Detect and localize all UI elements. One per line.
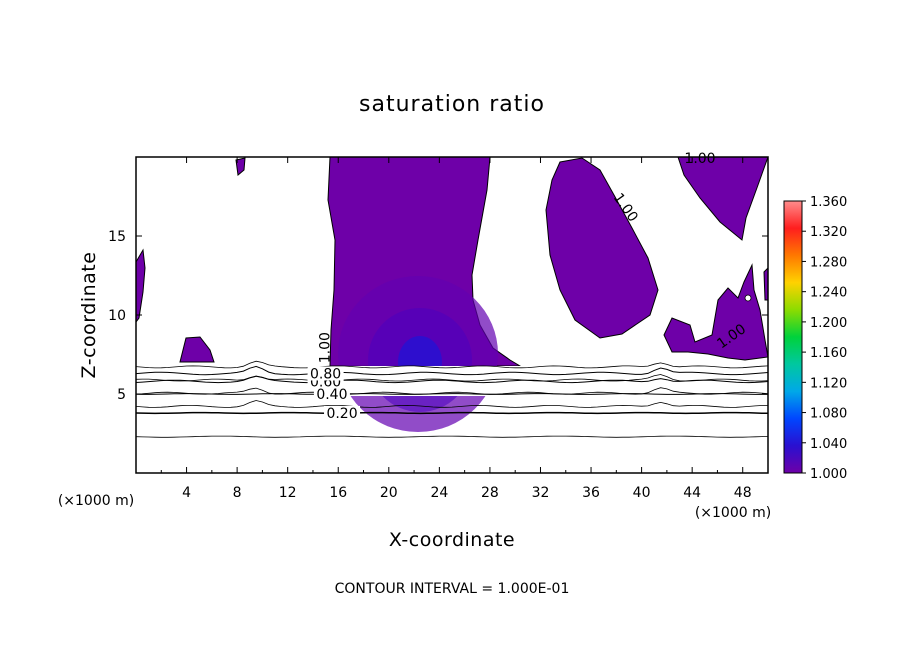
- hole-marker: [744, 294, 752, 302]
- region-saturated-patch-left: [179, 336, 215, 363]
- x-unit-note-left: (×1000 m): [58, 493, 134, 509]
- x-tick-label: 44: [683, 485, 701, 501]
- x-tick-label: 32: [532, 485, 550, 501]
- contour-label: 0.20: [326, 406, 357, 422]
- x-tick-label: 28: [481, 485, 499, 501]
- contour-line-minor: [135, 374, 769, 382]
- x-tick-label: 24: [430, 485, 448, 501]
- colorbar-tick-label: 1.360: [810, 195, 847, 210]
- contour-labels: 0.200.400.600.801.00: [307, 332, 361, 422]
- plot-area: 0.200.400.600.801.00 1.00 1.00 1.00 4 8 12…: [108, 151, 769, 501]
- contour-label-bg: [324, 405, 361, 420]
- colorbar-tick-label: 1.000: [810, 467, 847, 482]
- colorbar-tick-label: 1.200: [810, 316, 847, 331]
- contour-interval-footer: CONTOUR INTERVAL = 1.000E-01: [335, 581, 570, 597]
- contour-line: [135, 411, 769, 415]
- contour-line-minor: [135, 387, 769, 395]
- x-tick-label: 16: [329, 485, 347, 501]
- core-mask: [330, 366, 530, 396]
- colorbar-tick-label: 1.280: [810, 255, 847, 270]
- chart-title: saturation ratio: [359, 92, 545, 117]
- y-tick-label: 10: [108, 308, 126, 324]
- y-tick-label: 5: [117, 387, 126, 403]
- contour-line-minor: [135, 400, 769, 408]
- contour-line-minor: [135, 360, 769, 369]
- contour-line: [135, 393, 768, 395]
- x-axis-label: X-coordinate: [389, 529, 515, 551]
- x-axis-ticks: 4 8 12 16 20 24 28 32 36 40 44 48: [160, 157, 752, 501]
- x-tick-label: 40: [633, 485, 651, 501]
- colorbar-tick-label: 1.240: [810, 286, 847, 301]
- colorbar-ticks: 1.000 1.040 1.080 1.120 1.160 1.200 1.240 1.280…: [802, 195, 847, 482]
- contour-label: 0.80: [310, 366, 341, 382]
- x-unit-note-right: (×1000 m): [695, 505, 771, 521]
- contour-label: 1.00: [317, 332, 333, 363]
- y-axis-ticks: 5 10 15: [108, 229, 768, 403]
- contour-label: 0.40: [316, 387, 347, 403]
- x-tick-label: 8: [233, 485, 242, 501]
- colorbar-tick-label: 1.320: [810, 225, 847, 240]
- x-tick-label: 48: [734, 485, 752, 501]
- contour-label-bg: [313, 387, 350, 401]
- colorbar-tick-label: 1.160: [810, 346, 847, 361]
- region-small-top-left: [235, 157, 246, 176]
- region-saturated-upper-right: [677, 156, 769, 241]
- x-tick-label: 36: [582, 485, 600, 501]
- contour-line-low: [135, 435, 769, 438]
- colorbar-tick-label: 1.040: [810, 437, 847, 452]
- x-tick-label: 20: [380, 485, 398, 501]
- colorbar-fill: [783, 200, 803, 474]
- contour-label-extra-top: 1.00: [684, 151, 715, 167]
- colorbar-tick-label: 1.080: [810, 407, 847, 422]
- region-saturated-tower-right: [545, 157, 659, 339]
- contour-label-bg: [307, 366, 344, 381]
- contour-line: [135, 375, 769, 384]
- y-axis-label: Z-coordinate: [78, 252, 100, 379]
- colorbar: 1.000 1.040 1.080 1.120 1.160 1.200 1.240 1.280…: [783, 195, 847, 482]
- y-tick-label: 15: [108, 229, 126, 245]
- region-saturated-patches-lower-right: [663, 263, 769, 361]
- x-tick-label: 12: [279, 485, 297, 501]
- contour-line: [135, 365, 769, 376]
- colorbar-tick-label: 1.120: [810, 376, 847, 391]
- x-tick-label: 4: [182, 485, 191, 501]
- contour-lines: [135, 360, 769, 438]
